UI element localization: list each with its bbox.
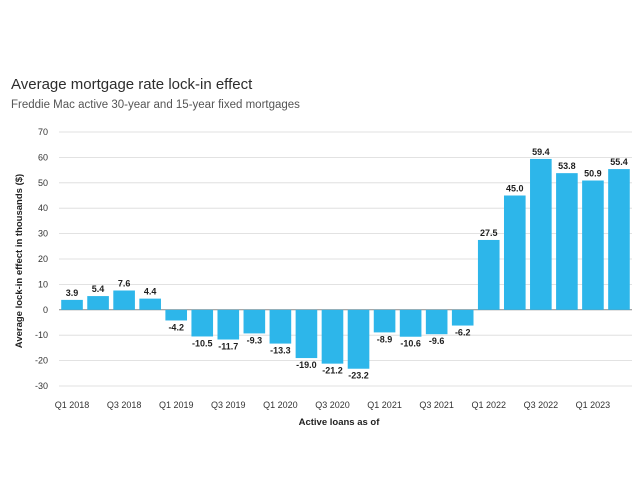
y-axis-title: Average lock-in effect in thousands ($) bbox=[14, 174, 25, 348]
data-label: 3.9 bbox=[66, 288, 79, 298]
bar bbox=[582, 180, 604, 310]
bar bbox=[165, 309, 188, 321]
bar bbox=[243, 309, 266, 334]
x-tick-label: Q3 2021 bbox=[419, 400, 454, 410]
x-tick-label: Q3 2020 bbox=[315, 400, 350, 410]
data-label: 53.8 bbox=[558, 161, 576, 171]
data-label: 7.6 bbox=[118, 278, 131, 288]
data-label: 27.5 bbox=[480, 228, 498, 238]
data-label: -6.2 bbox=[455, 328, 471, 338]
data-label: -9.6 bbox=[429, 336, 445, 346]
data-label: -10.5 bbox=[192, 338, 213, 348]
bar bbox=[321, 309, 344, 364]
chart-title: Average mortgage rate lock-in effect bbox=[11, 76, 253, 93]
bar bbox=[530, 158, 552, 310]
data-label: -21.2 bbox=[322, 366, 343, 376]
bar bbox=[451, 309, 474, 326]
y-tick-label: 60 bbox=[38, 152, 48, 162]
data-label: -10.6 bbox=[400, 339, 421, 349]
data-label: 5.4 bbox=[92, 284, 105, 294]
data-label: 55.4 bbox=[610, 157, 628, 167]
y-tick-label: -20 bbox=[35, 356, 48, 366]
x-tick-label: Q1 2022 bbox=[471, 400, 506, 410]
x-tick-label: Q1 2021 bbox=[367, 400, 402, 410]
bar bbox=[373, 309, 396, 333]
bar bbox=[139, 298, 161, 310]
y-tick-label: 20 bbox=[38, 254, 48, 264]
y-tick-label: 40 bbox=[38, 203, 48, 213]
x-tick-label: Q1 2023 bbox=[576, 400, 611, 410]
y-tick-label: -30 bbox=[35, 381, 48, 391]
data-label: 59.4 bbox=[532, 147, 550, 157]
y-tick-label: 0 bbox=[43, 305, 48, 315]
bar bbox=[295, 309, 318, 359]
bar bbox=[425, 309, 448, 335]
bar bbox=[347, 309, 370, 369]
y-tick-label: 50 bbox=[38, 178, 48, 188]
data-label: -19.0 bbox=[296, 360, 317, 370]
chart-subtitle: Freddie Mac active 30-year and 15-year f… bbox=[11, 99, 300, 111]
bar bbox=[61, 299, 83, 310]
x-tick-label: Q3 2022 bbox=[524, 400, 559, 410]
data-label: -4.2 bbox=[168, 322, 184, 332]
x-tick-label: Q1 2018 bbox=[55, 400, 90, 410]
data-label: -8.9 bbox=[377, 334, 393, 344]
data-label: -13.3 bbox=[270, 346, 291, 356]
data-label: -9.3 bbox=[247, 335, 263, 345]
y-tick-label: 70 bbox=[38, 127, 48, 137]
y-tick-label: 10 bbox=[38, 279, 48, 289]
data-label: 50.9 bbox=[584, 169, 602, 179]
bar bbox=[399, 309, 422, 337]
bar bbox=[87, 296, 109, 310]
data-label: -11.7 bbox=[218, 342, 238, 352]
bar bbox=[503, 195, 526, 310]
x-tick-label: Q3 2019 bbox=[211, 400, 246, 410]
bar bbox=[191, 309, 214, 337]
bar bbox=[217, 309, 240, 340]
bar bbox=[269, 309, 292, 344]
bar bbox=[556, 173, 578, 310]
x-tick-label: Q3 2018 bbox=[107, 400, 142, 410]
x-tick-label: Q1 2020 bbox=[263, 400, 298, 410]
bar bbox=[113, 290, 135, 310]
y-tick-label: -10 bbox=[35, 330, 48, 340]
data-label: 4.4 bbox=[144, 287, 157, 297]
x-tick-label: Q1 2019 bbox=[159, 400, 194, 410]
bar bbox=[608, 169, 630, 310]
x-axis-title: Active loans as of bbox=[299, 417, 381, 428]
bar bbox=[477, 239, 500, 310]
data-label: -23.2 bbox=[348, 371, 369, 381]
data-label: 45.0 bbox=[506, 184, 524, 194]
y-tick-label: 30 bbox=[38, 229, 48, 239]
